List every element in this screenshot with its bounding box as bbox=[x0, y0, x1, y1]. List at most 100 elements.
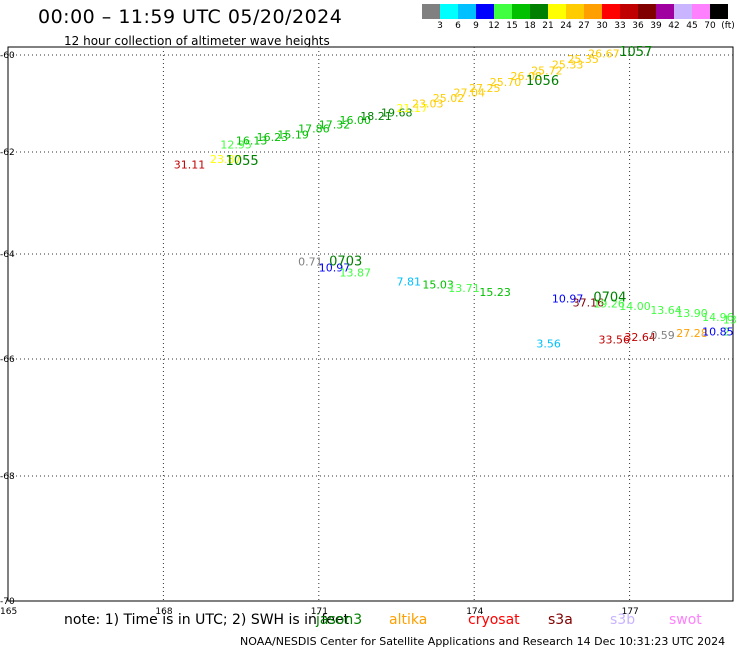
wave-height-label: 26.67 bbox=[588, 47, 620, 60]
wave-height-label: 17.32 bbox=[319, 119, 351, 132]
wave-height-label: 21.17 bbox=[397, 102, 429, 115]
legend-tick-label: 12 bbox=[488, 21, 500, 31]
satellite-name-altika: altika bbox=[389, 612, 428, 628]
legend-tick-label: 39 bbox=[650, 21, 662, 31]
wave-height-label: 15.19 bbox=[277, 128, 309, 141]
wave-height-label: 25.02 bbox=[433, 92, 465, 105]
wave-height-label: 23.87 bbox=[210, 153, 242, 166]
legend-tick-label: 18 bbox=[524, 21, 536, 31]
note-text: note: 1) Time is in UTC; 2) SWH is in fe… bbox=[64, 612, 350, 628]
wave-height-label: 16.13 bbox=[236, 135, 267, 148]
legend-swatch bbox=[494, 4, 512, 19]
wave-height-label: 26.08 bbox=[510, 70, 541, 83]
wave-height-label: 16.00 bbox=[340, 114, 372, 127]
legend-swatch bbox=[512, 4, 530, 19]
wave-height-label: 27.25 bbox=[469, 82, 501, 95]
legend-tick-label: 21 bbox=[542, 21, 554, 31]
wave-height-label: 27.28 bbox=[676, 327, 708, 340]
legend-swatch bbox=[440, 4, 458, 19]
page-title: 00:00 – 11:59 UTC 05/20/2024 bbox=[38, 6, 343, 28]
legend-swatch bbox=[566, 4, 584, 19]
latitude-tick-label: -68 bbox=[0, 472, 15, 482]
wave-height-label: 37.16 bbox=[573, 297, 605, 310]
wave-height-label: 25.70 bbox=[490, 76, 522, 89]
legend-tick-label: 36 bbox=[632, 21, 644, 31]
wave-height-label: 19.26 bbox=[593, 298, 625, 311]
wave-height-label: 0.71 bbox=[298, 256, 323, 269]
latitude-tick-label: -70 bbox=[0, 597, 15, 607]
legend-tick-label: 33 bbox=[614, 21, 626, 31]
legend-tick-label: 6 bbox=[455, 21, 461, 31]
longitude-tick-label: 174 bbox=[466, 607, 483, 617]
legend-swatch bbox=[548, 4, 566, 19]
legend-tick-label: 70 bbox=[704, 21, 716, 31]
legend-swatch bbox=[458, 4, 476, 19]
wave-height-label: 27.04 bbox=[453, 87, 485, 100]
satellite-name-swot: swot bbox=[669, 612, 702, 628]
wave-height-label: 13 bbox=[723, 313, 737, 326]
wave-height-label: 32.64 bbox=[624, 331, 656, 344]
wave-height-label: 3.56 bbox=[536, 337, 561, 350]
map-frame bbox=[7, 46, 734, 602]
longitude-tick-label: 177 bbox=[622, 607, 639, 617]
legend-swatch bbox=[692, 4, 710, 19]
wave-height-label: 13.64 bbox=[650, 304, 682, 317]
legend-tick-label: 9 bbox=[473, 21, 479, 31]
legend-swatch bbox=[584, 4, 602, 19]
wave-height-label: 10.85 bbox=[702, 325, 734, 338]
wave-height-label: 13.71 bbox=[448, 282, 480, 295]
wave-height-label: 17.86 bbox=[298, 123, 330, 136]
latitude-tick-label: -66 bbox=[0, 355, 15, 365]
legend-unit: (ft) bbox=[721, 21, 735, 31]
legend-swatch bbox=[710, 4, 728, 19]
wave-height-label: 10.97 bbox=[319, 261, 351, 274]
wave-height-label: 0.59 bbox=[650, 329, 675, 342]
pass-time-label: 0703 bbox=[329, 255, 362, 270]
legend-swatch bbox=[422, 4, 440, 19]
legend-tick-label: 42 bbox=[668, 21, 680, 31]
page-subtitle: 12 hour collection of altimeter wave hei… bbox=[64, 34, 330, 48]
legend-tick-label: 3 bbox=[437, 21, 443, 31]
wave-height-label: 7.81 bbox=[397, 276, 422, 289]
satellite-name-cryosat: cryosat bbox=[468, 612, 520, 628]
wave-height-label: 2 bbox=[723, 325, 730, 338]
wave-height-label: 18.21 bbox=[360, 110, 392, 123]
legend-swatch bbox=[530, 4, 548, 19]
satellite-name-s3a: s3a bbox=[548, 612, 573, 628]
wave-height-label: 15.23 bbox=[479, 286, 511, 299]
legend-tick-label: 45 bbox=[686, 21, 698, 31]
latitude-tick-label: -64 bbox=[0, 250, 15, 260]
legend-swatch bbox=[602, 4, 620, 19]
pass-time-label: 1057 bbox=[619, 45, 652, 60]
legend-swatch bbox=[656, 4, 674, 19]
latitude-tick-label: -60 bbox=[0, 51, 15, 61]
legend-tick-label: 24 bbox=[560, 21, 572, 31]
credit-line: NOAA/NESDIS Center for Satellite Applica… bbox=[240, 635, 726, 648]
longitude-tick-label: 171 bbox=[311, 607, 328, 617]
wave-height-label: 23.03 bbox=[412, 97, 444, 110]
satellite-name-s3b: s3b bbox=[610, 612, 636, 628]
pass-time-label: 0704 bbox=[593, 290, 626, 305]
legend-swatch bbox=[476, 4, 494, 19]
legend-tick-label: 15 bbox=[506, 21, 518, 31]
legend-swatch bbox=[674, 4, 692, 19]
legend-swatch bbox=[638, 4, 656, 19]
wave-height-label: 13.90 bbox=[676, 307, 708, 320]
wave-height-label: 31.11 bbox=[174, 158, 206, 171]
longitude-tick-label: 168 bbox=[155, 607, 172, 617]
latitude-tick-label: -62 bbox=[0, 148, 15, 158]
wave-height-label: 15.03 bbox=[422, 279, 454, 292]
wave-height-label: 25.72 bbox=[531, 64, 563, 77]
wave-height-label: 19.68 bbox=[381, 107, 413, 120]
pass-time-label: 1055 bbox=[226, 154, 259, 169]
wave-height-label: 13.87 bbox=[340, 267, 372, 280]
wave-height-label: 25.33 bbox=[552, 59, 584, 72]
color-legend: 3 6 9 12 15 18 21 24 27 30 33 36 39 42 45 70 (ft) bbox=[422, 4, 735, 36]
wave-height-label: 16.23 bbox=[257, 131, 289, 144]
legend-swatch bbox=[620, 4, 638, 19]
wave-height-label: 25.35 bbox=[567, 53, 599, 66]
pass-time-label: 1056 bbox=[526, 74, 559, 89]
wave-height-label: 14.00 bbox=[619, 300, 651, 313]
legend-tick-label: 30 bbox=[596, 21, 608, 31]
